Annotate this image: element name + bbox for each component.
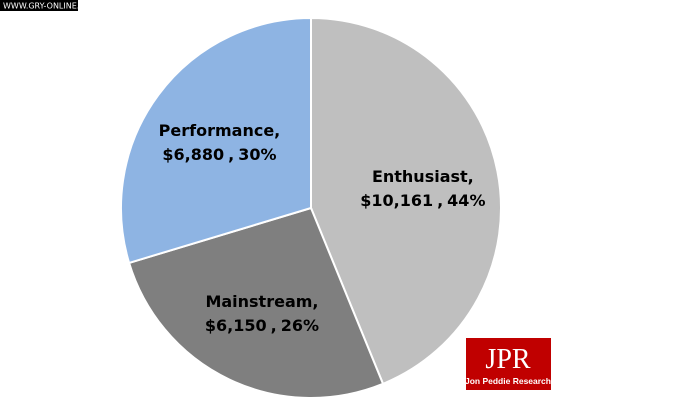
pie-slice — [310, 16, 502, 386]
percent-label: 30% — [238, 145, 276, 164]
value-label: $6,880 — [162, 145, 224, 164]
percent-label: 44% — [447, 191, 485, 210]
logo-subtitle: Jon Peddie Research — [465, 376, 551, 386]
value-label: $6,150 — [205, 316, 267, 335]
watermark-bg — [0, 0, 78, 11]
label-separator: , — [437, 191, 443, 210]
logo-title: JPR — [485, 344, 530, 375]
category-label: Performance, — [159, 121, 281, 140]
pie: Enthusiast,$10,161, 44%Mainstream,$6,150,… — [120, 16, 502, 399]
category-label: Mainstream, — [205, 292, 318, 311]
slice-label: Mainstream, — [205, 292, 318, 311]
slice-label: $6,880, 30% — [162, 145, 276, 164]
slice-label: Performance, — [159, 121, 281, 140]
pie-slice — [127, 206, 385, 399]
label-separator: , — [271, 316, 277, 335]
slice-label: Enthusiast, — [372, 167, 474, 186]
value-label: $10,161 — [360, 191, 433, 210]
slice-label: $10,161, 44% — [360, 191, 485, 210]
logo-box — [466, 338, 551, 390]
logo: JPR Jon Peddie Research — [465, 338, 551, 390]
label-separator: , — [228, 145, 234, 164]
watermark: WWW.GRY-ONLINE.PL — [3, 2, 89, 11]
pie-slice — [120, 16, 312, 265]
slice-label: $6,150, 26% — [205, 316, 319, 335]
percent-label: 26% — [281, 316, 319, 335]
category-label: Enthusiast, — [372, 167, 474, 186]
